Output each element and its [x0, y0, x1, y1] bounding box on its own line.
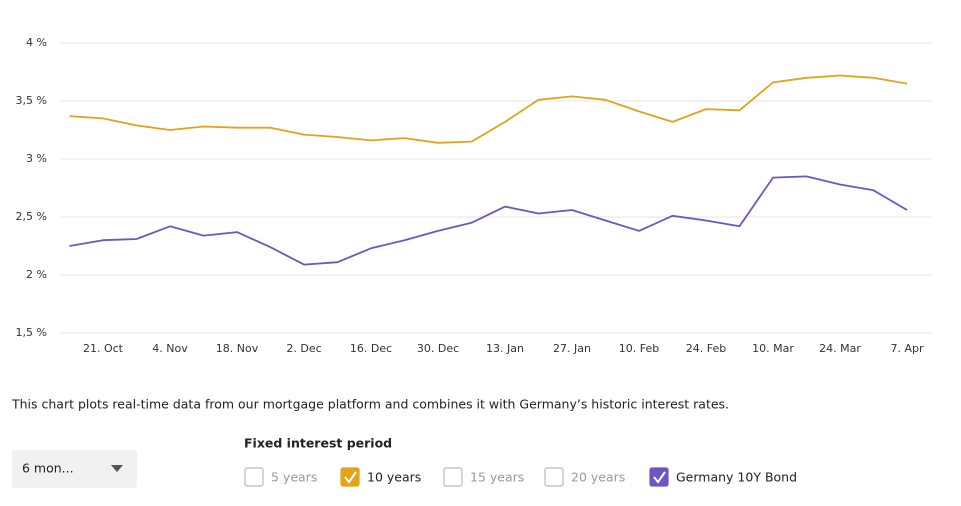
x-tick-label: 13. Jan — [486, 342, 524, 355]
x-tick-label: 18. Nov — [216, 342, 259, 355]
dropdown-box[interactable] — [12, 450, 137, 488]
checkbox-label: Germany 10Y Bond — [676, 470, 797, 485]
checkbox[interactable] — [649, 467, 669, 487]
x-tick-label: 10. Feb — [619, 342, 659, 355]
x-tick-label: 16. Dec — [350, 342, 392, 355]
checkbox-option[interactable]: 15 years — [443, 467, 524, 487]
series-line — [69, 175, 908, 266]
check-mark — [344, 471, 357, 484]
checkbox-option[interactable]: 5 years — [244, 467, 317, 487]
checkbox[interactable] — [244, 467, 264, 487]
x-tick-label: 4. Nov — [152, 342, 188, 355]
y-tick-label: 4 % — [26, 36, 47, 49]
filter-title: Fixed interest period — [244, 436, 392, 451]
checkbox-label: 15 years — [470, 470, 524, 485]
checkbox-option[interactable]: 10 years — [340, 467, 421, 487]
x-tick-label: 24. Feb — [686, 342, 726, 355]
checkbox-option[interactable]: Germany 10Y Bond — [649, 467, 797, 487]
checkbox-label: 5 years — [271, 470, 317, 485]
y-tick-label: 2 % — [26, 268, 47, 281]
x-tick-label: 21. Oct — [83, 342, 124, 355]
checkbox-label: 20 years — [571, 470, 625, 485]
series-line — [69, 74, 908, 144]
checkbox[interactable] — [340, 467, 360, 487]
y-tick-label: 2,5 % — [16, 210, 47, 223]
checkbox[interactable] — [443, 467, 463, 487]
y-tick-label: 1,5 % — [16, 326, 47, 339]
x-tick-label: 7. Apr — [890, 342, 923, 355]
x-tick-label: 24. Mar — [819, 342, 861, 355]
checkbox[interactable] — [544, 467, 564, 487]
checkbox-label: 10 years — [367, 470, 421, 485]
x-tick-label: 2. Dec — [286, 342, 321, 355]
description: This chart plots real-time data from our… — [11, 397, 729, 412]
y-tick-label: 3,5 % — [16, 94, 47, 107]
dropdown-value: 6 mon... — [22, 461, 74, 476]
y-tick-label: 3 % — [26, 152, 47, 165]
checkbox-option[interactable]: 20 years — [544, 467, 625, 487]
check-mark — [653, 471, 666, 484]
dropdown[interactable]: 6 mon... — [12, 450, 137, 488]
dropdown-arrow — [111, 465, 123, 472]
x-tick-label: 10. Mar — [752, 342, 794, 355]
x-tick-label: 27. Jan — [553, 342, 591, 355]
x-tick-label: 30. Dec — [417, 342, 459, 355]
